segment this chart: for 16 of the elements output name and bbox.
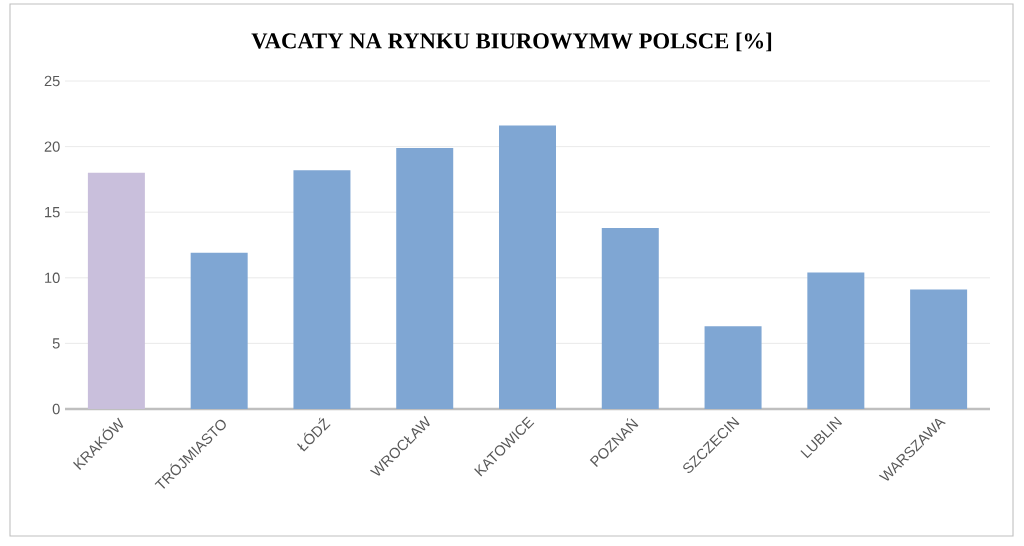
bar <box>396 147 454 409</box>
bar <box>704 326 762 409</box>
bar <box>910 289 968 409</box>
bar <box>190 252 248 409</box>
bar <box>87 172 145 409</box>
y-tick-label: 5 <box>52 338 60 349</box>
y-tick-label: 15 <box>45 207 60 218</box>
bar <box>807 272 865 409</box>
y-tick-label: 10 <box>45 272 60 283</box>
bar <box>601 227 659 409</box>
chart-title: VACATY NA RYNKU BIUROWYMW POLSCE [%] <box>251 32 772 52</box>
y-tick-label: 0 <box>52 403 60 415</box>
y-tick-label: 25 <box>44 75 60 87</box>
bar <box>499 125 556 409</box>
y-tick-label: 20 <box>44 141 60 152</box>
bar <box>293 170 351 409</box>
